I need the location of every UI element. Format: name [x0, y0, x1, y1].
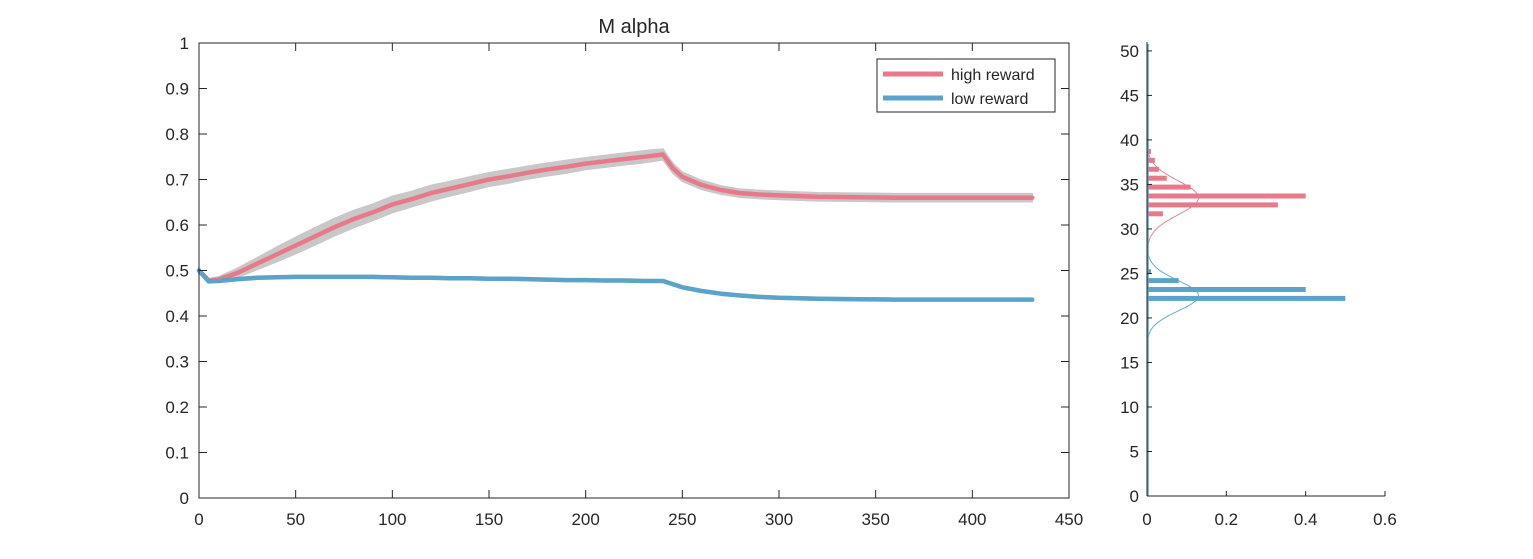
hist-bar-high-reward: [1147, 193, 1306, 199]
hist-x-tick-label: 0: [1142, 510, 1151, 529]
y-tick-label: 1: [180, 34, 189, 53]
legend-entry-low-reward: low reward: [951, 91, 1028, 108]
hist-y-tick-label: 50: [1120, 42, 1139, 61]
y-tick-label: 0.6: [165, 216, 189, 235]
line-high-reward: [196, 152, 1035, 283]
x-axis: 0 50 100 150 200 250 300 350 400 450: [194, 43, 1083, 529]
line-low-reward: [196, 268, 1035, 302]
x-tick-label: 0: [194, 510, 203, 529]
hist-y-tick-label: 40: [1120, 131, 1139, 150]
legend: high reward low reward: [876, 58, 1056, 113]
x-tick-label: 400: [958, 510, 986, 529]
hist-bar-high-reward: [1147, 184, 1191, 190]
y-tick-label: 0.7: [165, 171, 189, 190]
x-tick-label: 250: [668, 510, 696, 529]
y-tick-label: 0.9: [165, 80, 189, 99]
hist-y-tick-label: 30: [1120, 220, 1139, 239]
y-tick-label: 0: [180, 489, 189, 508]
hist-x-tick-label: 0.4: [1294, 510, 1318, 529]
histogram-y-axis: 0 5 10 15 20 25 30 35 40 45 50: [1120, 42, 1152, 506]
hist-y-tick-label: 5: [1130, 442, 1139, 461]
y-tick-label: 0.8: [165, 125, 189, 144]
hist-bar-high-reward: [1147, 211, 1163, 217]
hist-bar-high-reward: [1147, 166, 1159, 172]
main-axes: M alpha 0 50 100 150 200 250 300 350 400 450 0 0.1…: [165, 16, 1083, 529]
hist-y-tick-label: 20: [1120, 309, 1139, 328]
series-lines: [196, 152, 1035, 302]
x-tick-label: 300: [765, 510, 793, 529]
hist-y-tick-label: 25: [1120, 264, 1139, 283]
x-tick-label: 450: [1055, 510, 1083, 529]
hist-bar-low-reward: [1147, 287, 1306, 292]
x-tick-label: 350: [861, 510, 889, 529]
x-tick-label: 150: [475, 510, 503, 529]
x-tick-label: 50: [286, 510, 305, 529]
hist-bar-low-reward: [1147, 269, 1151, 275]
hist-x-tick-label: 0.2: [1215, 510, 1239, 529]
y-tick-label: 0.3: [165, 353, 189, 372]
x-tick-label: 100: [378, 510, 406, 529]
y-axis: 0 0.1 0.2 0.3 0.4 0.5 0.6 0.7 0.8 0.9 1: [165, 34, 1069, 508]
histogram-axes-frame: [1146, 42, 1385, 497]
histogram-fit-curves: [1146, 44, 1200, 496]
histogram-bars: [1147, 149, 1346, 301]
hist-y-tick-label: 15: [1120, 353, 1139, 372]
histogram-x-axis: 0 0.2 0.4 0.6: [1142, 491, 1397, 529]
y-tick-label: 0.5: [165, 262, 189, 281]
hist-bar-high-reward: [1147, 175, 1167, 181]
hist-bar-high-reward: [1147, 202, 1278, 208]
hist-bar-high-reward: [1147, 149, 1151, 154]
histogram-axes: 0 0.2 0.4 0.6 0 5 10 15 20 25 30 35 40 45 50: [1120, 42, 1397, 529]
band-high-reward: [198, 148, 1034, 284]
hist-y-tick-label: 35: [1120, 175, 1139, 194]
y-tick-label: 0.2: [165, 398, 189, 417]
legend-box: [876, 58, 1056, 113]
chart-title: M alpha: [598, 16, 670, 38]
hist-y-tick-label: 10: [1120, 398, 1139, 417]
legend-entry-high-reward: high reward: [951, 67, 1035, 84]
hist-bar-low-reward: [1147, 295, 1346, 301]
x-tick-label: 200: [571, 510, 599, 529]
y-tick-label: 0.4: [165, 307, 189, 326]
hist-y-tick-label: 45: [1120, 86, 1139, 105]
band-low-reward: [198, 267, 1034, 302]
hist-bar-low-reward: [1147, 278, 1179, 284]
y-tick-label: 0.1: [165, 444, 189, 463]
hist-y-tick-label: 0: [1130, 487, 1139, 506]
hist-x-tick-label: 0.6: [1373, 510, 1397, 529]
